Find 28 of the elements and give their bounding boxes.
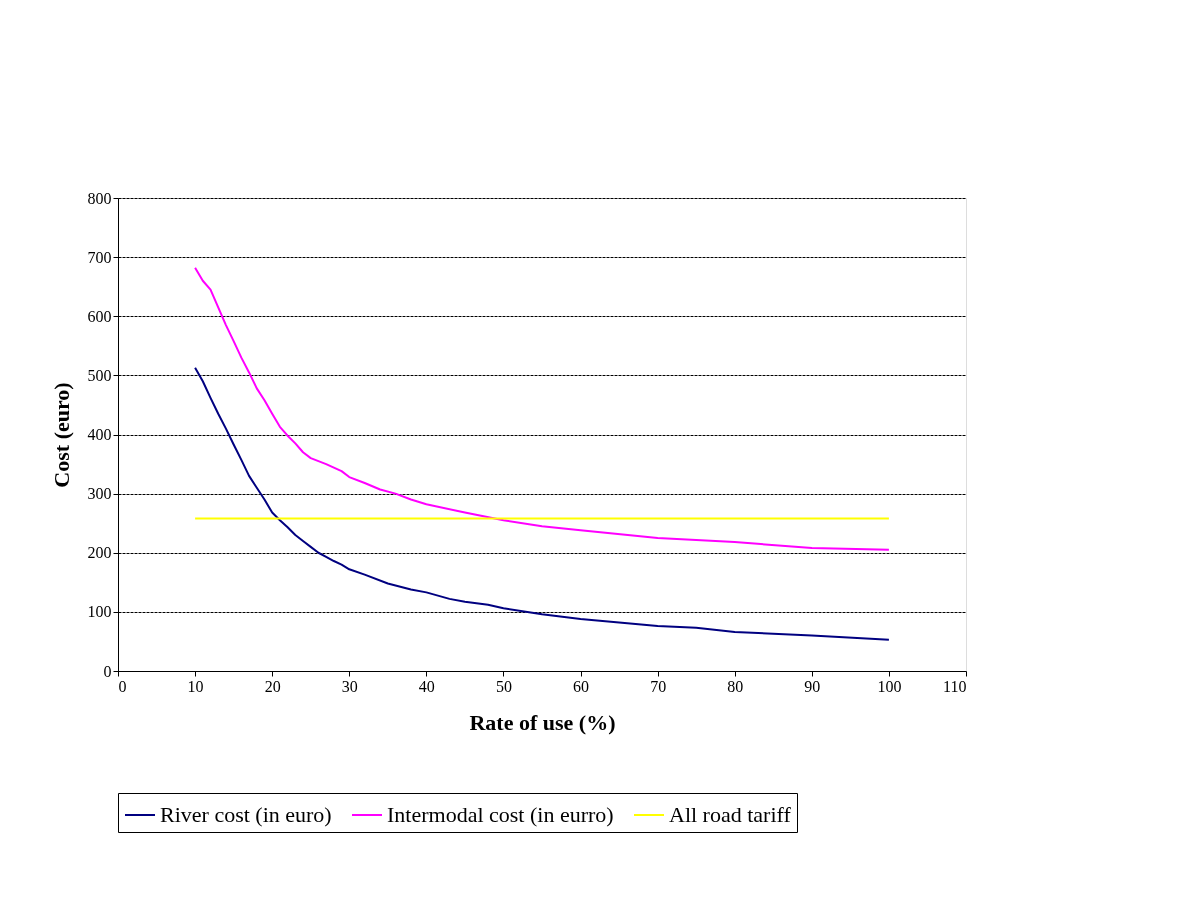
y-tick-label: 200	[87, 544, 112, 562]
legend-label: All road tariff	[669, 802, 792, 827]
x-tick-label: 100	[877, 677, 902, 695]
y-tick-label: 700	[87, 248, 112, 266]
line-series	[194, 366, 890, 641]
x-tick-label: 20	[264, 677, 281, 695]
x-tick-label: 80	[727, 677, 744, 695]
x-tick-label: 90	[804, 677, 821, 695]
x-tick-label: 40	[418, 677, 435, 695]
x-axis-title: Rate of use (%)	[469, 709, 616, 735]
y-axis-title: Cost (euro)	[48, 382, 74, 488]
y-tick-label: 400	[87, 426, 112, 443]
x-tick-label: 110	[943, 677, 967, 695]
x-tick-label: 60	[573, 677, 590, 695]
y-tick-label: 100	[87, 603, 112, 621]
y-tick-label: 500	[87, 366, 112, 384]
y-tick-label: 800	[87, 189, 112, 207]
x-tick-label: 50	[495, 677, 512, 695]
x-tick-label: 30	[341, 677, 358, 695]
y-tick-label: 0	[103, 662, 112, 680]
x-tick-label: 10	[187, 677, 204, 695]
x-tick-label: 70	[650, 677, 667, 695]
y-tick-label: 300	[87, 485, 112, 503]
legend-label: River cost (in euro)	[160, 802, 332, 827]
y-tick-label: 600	[87, 307, 112, 325]
legend-label: Intermodal cost (in eurro)	[387, 802, 614, 827]
x-tick-label: 0	[118, 677, 127, 695]
line-series	[194, 266, 890, 551]
